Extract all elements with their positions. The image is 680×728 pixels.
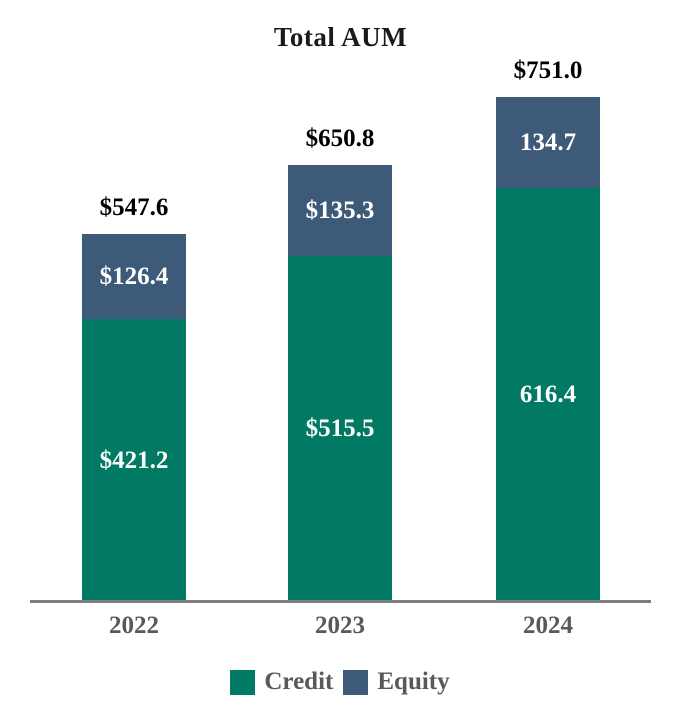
equity-value-label: 134.7 <box>519 128 577 156</box>
equity-segment: $135.3 <box>288 165 392 256</box>
total-value-label: $650.8 <box>305 125 375 152</box>
legend-label-credit: Credit <box>264 668 334 695</box>
x-axis-label-2022: 2022 <box>109 612 159 639</box>
chart-title: Total AUM <box>273 22 408 52</box>
credit-segment: $515.5 <box>288 256 392 602</box>
credit-swatch-icon <box>230 669 256 695</box>
legend-label-equity: Equity <box>377 668 450 695</box>
legend-item-equity: Equity <box>343 668 450 696</box>
credit-value-label: 616.4 <box>519 381 577 408</box>
equity-value-label: $126.4 <box>99 262 169 290</box>
equity-swatch-icon <box>343 669 369 695</box>
stacked-bar: $126.4 $421.2 <box>82 234 186 602</box>
x-axis-line <box>30 600 651 603</box>
stacked-bar: $135.3 $515.5 <box>288 165 392 602</box>
credit-segment: 616.4 <box>496 188 600 602</box>
equity-segment: 134.7 <box>496 97 600 188</box>
stacked-bar: 134.7 616.4 <box>496 97 600 602</box>
credit-segment: $421.2 <box>82 319 186 602</box>
equity-value-label: $135.3 <box>305 196 375 224</box>
legend-item-credit: Credit <box>230 668 333 696</box>
chart-legend: Credit Equity <box>0 668 680 696</box>
x-axis-label-2023: 2023 <box>315 612 365 639</box>
x-axis-label-2024: 2024 <box>523 612 573 639</box>
plot-area: $547.6 $126.4 $421.2 $650.8 $135.3 $515.… <box>30 0 651 602</box>
total-value-label: $751.0 <box>513 57 583 84</box>
credit-value-label: $515.5 <box>305 415 375 442</box>
credit-value-label: $421.2 <box>99 446 169 474</box>
total-value-label: $547.6 <box>99 194 169 221</box>
equity-segment: $126.4 <box>82 234 186 319</box>
